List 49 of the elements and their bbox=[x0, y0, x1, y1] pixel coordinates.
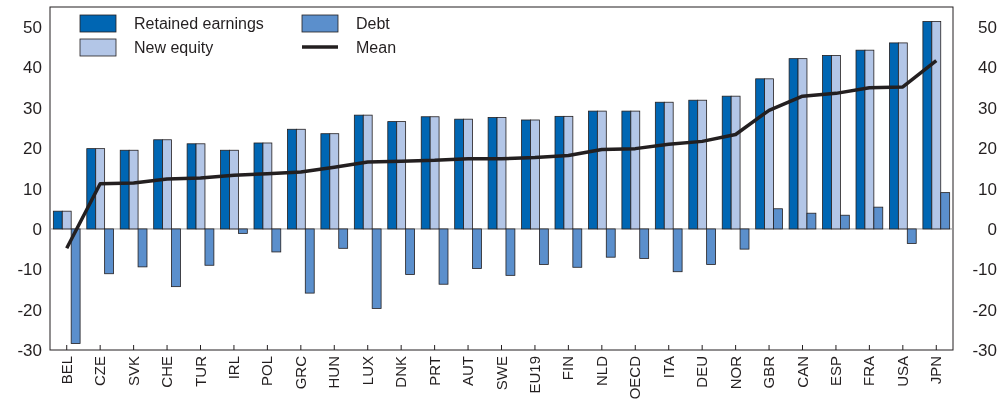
x-tick-label: ITA bbox=[659, 356, 677, 379]
x-tick-label: LUX bbox=[358, 356, 376, 386]
x-tick-label: AUT bbox=[459, 356, 477, 386]
x-tick-label: BEL bbox=[57, 356, 75, 385]
x-tick-label: FRA bbox=[860, 356, 878, 386]
x-tick-label: FIN bbox=[559, 356, 577, 381]
x-tick-label: ESP bbox=[826, 356, 844, 387]
y2-tick-label: 50 bbox=[978, 18, 997, 38]
y2-tick-label: 20 bbox=[978, 139, 997, 159]
legend-label: Debt bbox=[356, 14, 391, 32]
x-tick-label: PRT bbox=[425, 356, 443, 386]
x-tick-label: IRL bbox=[224, 356, 242, 380]
x-tick-label: CZE bbox=[91, 356, 109, 386]
y-tick-label: 30 bbox=[23, 98, 42, 118]
x-tick-label: NLD bbox=[592, 355, 610, 387]
y-tick-label: -20 bbox=[17, 300, 42, 320]
x-tick-label: TUR bbox=[191, 355, 209, 387]
y2-tick-label: 30 bbox=[978, 98, 997, 118]
y2-tick-label: 0 bbox=[987, 219, 997, 239]
legend-label: Mean bbox=[356, 38, 397, 56]
y-tick-label: 40 bbox=[23, 58, 42, 78]
x-tick-label: HUN bbox=[325, 356, 343, 389]
y-tick-label: -30 bbox=[17, 340, 42, 360]
y-tick-label: 10 bbox=[23, 179, 42, 199]
y-tick-label: 50 bbox=[23, 18, 42, 38]
y-tick-label: 20 bbox=[23, 139, 42, 159]
legend-label: New equity bbox=[134, 38, 214, 56]
y-tick-label: -10 bbox=[17, 260, 42, 280]
x-tick-label: DEU bbox=[693, 356, 711, 388]
x-tick-label: GRC bbox=[291, 355, 309, 390]
x-tick-label: JPN bbox=[927, 356, 945, 385]
y2-tick-label: -10 bbox=[972, 260, 997, 280]
x-tick-label: SWE bbox=[492, 356, 510, 391]
y2-tick-label: 10 bbox=[978, 179, 997, 199]
y2-tick-label: -20 bbox=[972, 300, 997, 320]
x-tick-label: USA bbox=[893, 356, 911, 387]
x-tick-label: DNK bbox=[392, 356, 410, 388]
y2-tick-label: 40 bbox=[978, 58, 997, 78]
x-tick-label: CHE bbox=[158, 356, 176, 388]
x-tick-label: SVK bbox=[124, 356, 142, 387]
x-tick-label: GBR bbox=[760, 355, 778, 389]
x-tick-label: EU19 bbox=[525, 356, 543, 394]
x-tick-label: OECD bbox=[626, 355, 644, 400]
legend-label: Retained earnings bbox=[134, 14, 264, 32]
x-tick-label: CAN bbox=[793, 356, 811, 388]
y-tick-label: 0 bbox=[32, 219, 42, 239]
x-tick-label: NOR bbox=[726, 355, 744, 390]
x-tick-label: POL bbox=[258, 356, 276, 387]
y2-tick-label: -30 bbox=[972, 340, 997, 360]
